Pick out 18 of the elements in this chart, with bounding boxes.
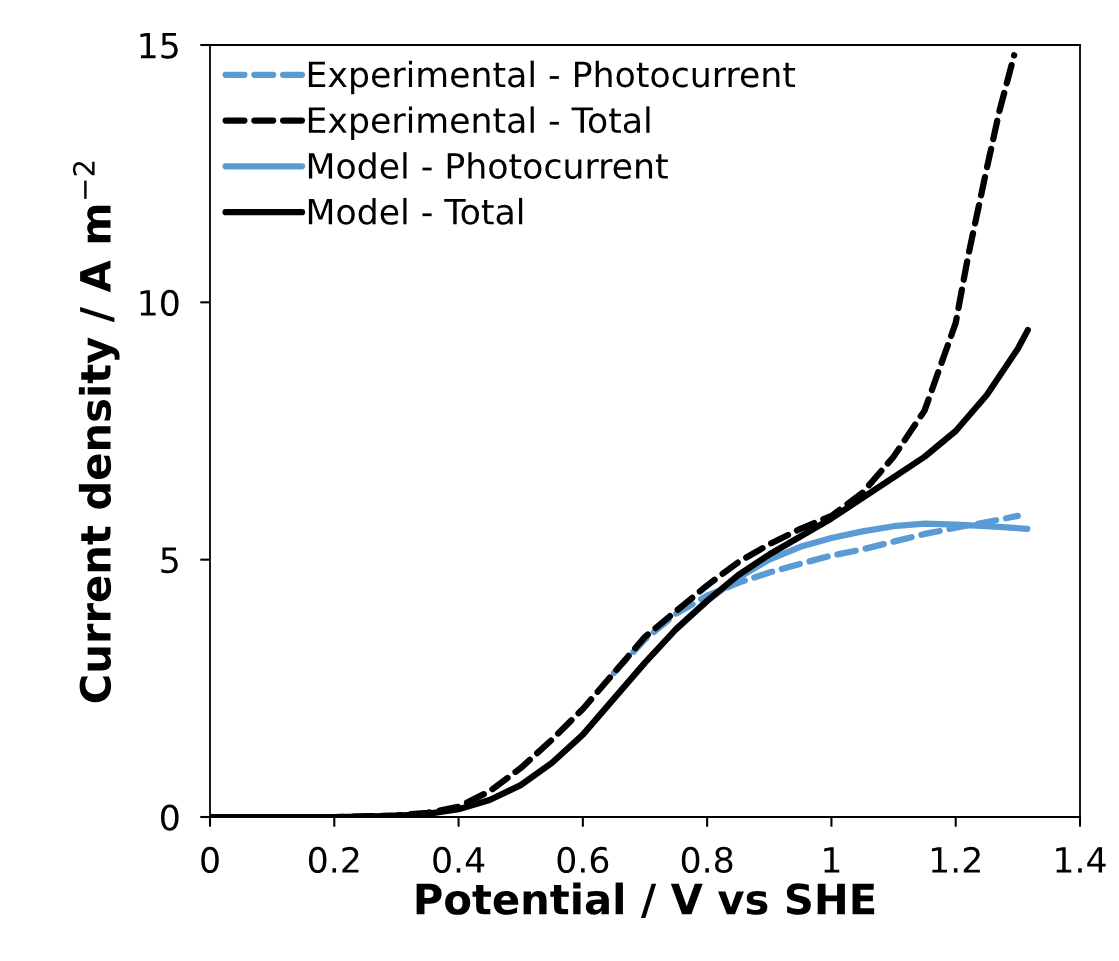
legend-label: Model - Photocurrent xyxy=(308,152,668,180)
y-axis-title: Current density / A m$^{−2}$ xyxy=(72,161,120,703)
legend-label: Model - Total xyxy=(308,197,523,225)
x-tick-label: 1.2 xyxy=(931,846,980,873)
legend-label: Experimental - Total xyxy=(308,106,650,140)
y-tick-label: 5 xyxy=(161,547,178,574)
x-axis-title: Potential / V vs SHE xyxy=(416,882,875,919)
x-tick-label: 0.6 xyxy=(557,846,609,874)
x-tick-label: 0.4 xyxy=(433,846,485,874)
x-tick-label: 0.2 xyxy=(308,846,359,874)
x-tick-label: 1.4 xyxy=(1056,847,1106,873)
y-tick-label: 10 xyxy=(140,289,179,317)
y-tick-label: 0 xyxy=(161,804,179,831)
x-tick-label: 0.8 xyxy=(681,846,733,874)
legend-label: Experimental - Photocurrent xyxy=(308,60,796,95)
x-tick-label: 0 xyxy=(201,846,219,874)
y-tick-label: 15 xyxy=(140,32,178,59)
x-tick-label: 1 xyxy=(824,847,840,873)
